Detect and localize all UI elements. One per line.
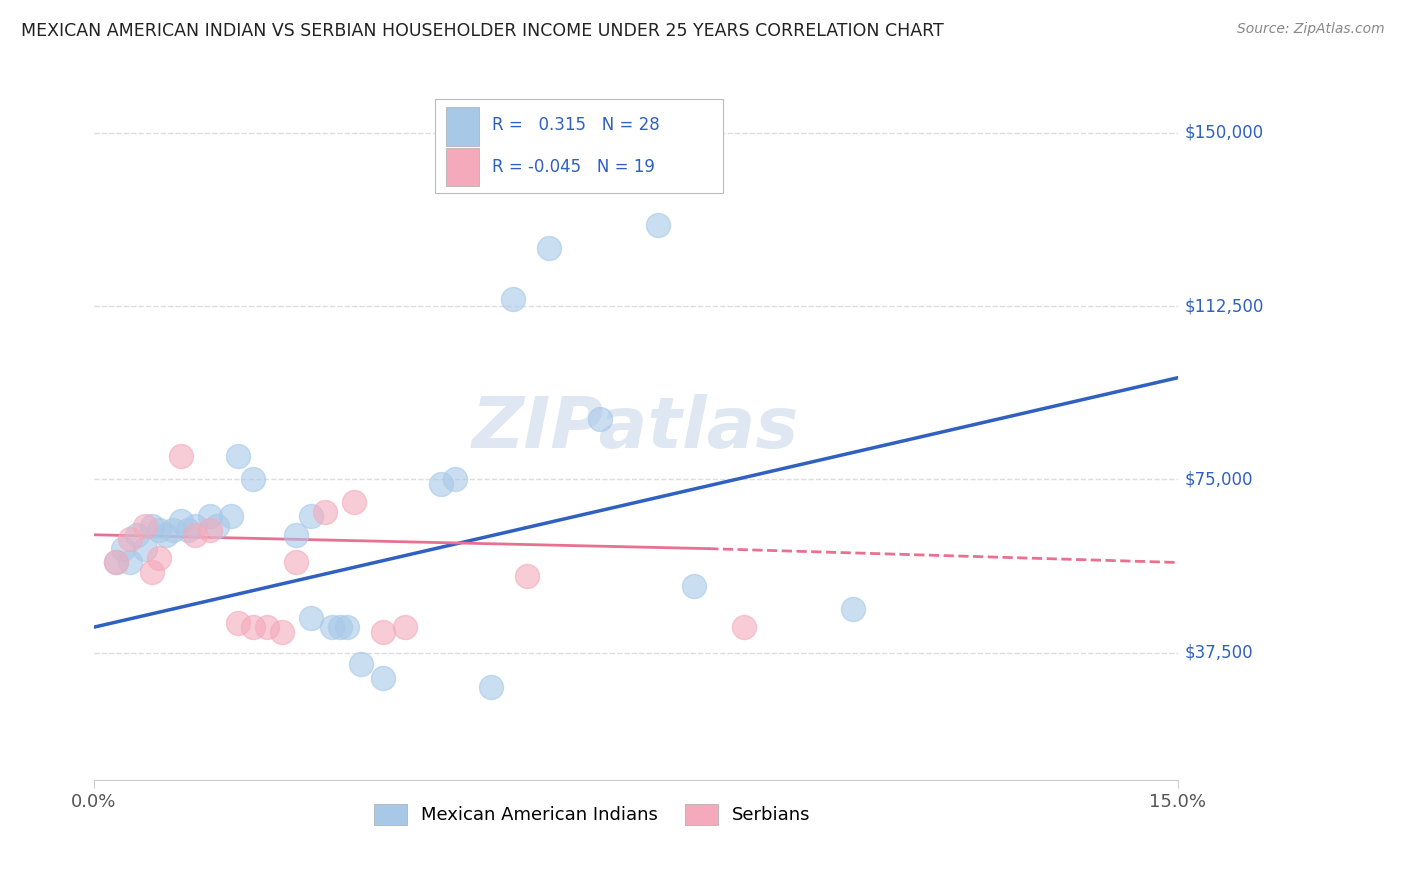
Point xyxy=(502,292,524,306)
Point xyxy=(371,671,394,685)
Point xyxy=(205,518,228,533)
Point xyxy=(647,219,669,233)
FancyBboxPatch shape xyxy=(446,107,478,145)
Point xyxy=(299,611,322,625)
Point xyxy=(141,565,163,579)
Point xyxy=(169,514,191,528)
Point xyxy=(270,624,292,639)
Text: $75,000: $75,000 xyxy=(1185,470,1254,488)
Text: Source: ZipAtlas.com: Source: ZipAtlas.com xyxy=(1237,22,1385,37)
Point xyxy=(479,680,502,694)
Point xyxy=(285,556,308,570)
Text: $37,500: $37,500 xyxy=(1185,643,1254,662)
Point xyxy=(104,556,127,570)
Point xyxy=(321,620,343,634)
Point xyxy=(336,620,359,634)
Point xyxy=(299,509,322,524)
Point xyxy=(184,528,207,542)
Point xyxy=(148,550,170,565)
Point xyxy=(538,241,561,255)
Text: MEXICAN AMERICAN INDIAN VS SERBIAN HOUSEHOLDER INCOME UNDER 25 YEARS CORRELATION: MEXICAN AMERICAN INDIAN VS SERBIAN HOUSE… xyxy=(21,22,943,40)
Point xyxy=(134,541,156,556)
FancyBboxPatch shape xyxy=(436,98,723,194)
Point xyxy=(841,601,863,615)
Point xyxy=(198,509,221,524)
Point xyxy=(162,523,184,537)
Point xyxy=(177,523,200,537)
Point xyxy=(184,518,207,533)
Text: R = -0.045   N = 19: R = -0.045 N = 19 xyxy=(492,158,655,176)
Point xyxy=(589,412,612,426)
Point xyxy=(148,523,170,537)
Point xyxy=(429,477,451,491)
Text: $112,500: $112,500 xyxy=(1185,297,1264,315)
Point xyxy=(155,528,177,542)
Point xyxy=(444,472,467,486)
Point xyxy=(329,620,352,634)
Point xyxy=(228,449,250,463)
Point xyxy=(120,533,142,547)
Point xyxy=(343,495,366,509)
Point xyxy=(371,624,394,639)
Point xyxy=(120,556,142,570)
Point xyxy=(682,578,704,592)
Text: R =   0.315   N = 28: R = 0.315 N = 28 xyxy=(492,116,659,134)
Point xyxy=(242,472,264,486)
Text: $150,000: $150,000 xyxy=(1185,124,1264,142)
Point xyxy=(219,509,242,524)
Point xyxy=(394,620,416,634)
Point xyxy=(242,620,264,634)
Legend: Mexican American Indians, Serbians: Mexican American Indians, Serbians xyxy=(366,795,820,834)
Point xyxy=(285,528,308,542)
Point xyxy=(104,556,127,570)
Point xyxy=(141,518,163,533)
Point xyxy=(198,523,221,537)
Point xyxy=(516,569,538,583)
Point xyxy=(169,449,191,463)
FancyBboxPatch shape xyxy=(446,148,478,186)
Point xyxy=(733,620,755,634)
Point xyxy=(134,518,156,533)
Point xyxy=(127,528,149,542)
Point xyxy=(111,541,134,556)
Point xyxy=(256,620,278,634)
Point xyxy=(228,615,250,630)
Point xyxy=(350,657,373,672)
Text: ZIPatlas: ZIPatlas xyxy=(472,394,800,463)
Point xyxy=(314,505,336,519)
